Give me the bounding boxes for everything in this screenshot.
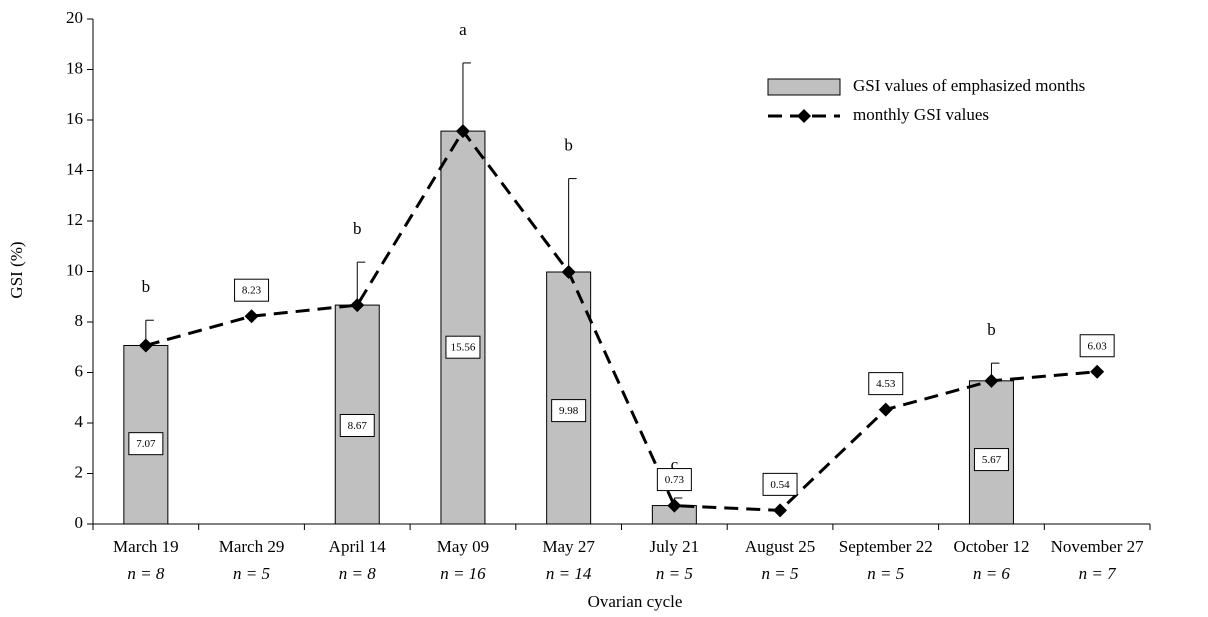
n-label: n = 5 bbox=[762, 564, 799, 583]
marker bbox=[878, 402, 893, 417]
value-label: 8.67 bbox=[348, 420, 368, 432]
x-tick-label: September 22 bbox=[839, 537, 933, 556]
marker bbox=[667, 498, 682, 513]
legend-label: GSI values of emphasized months bbox=[853, 76, 1085, 95]
x-tick-label: March 19 bbox=[113, 537, 179, 556]
n-label: n = 8 bbox=[127, 564, 164, 583]
y-tick-label: 14 bbox=[66, 159, 84, 178]
n-label: n = 5 bbox=[656, 564, 693, 583]
n-label: n = 5 bbox=[867, 564, 904, 583]
value-label-box bbox=[656, 468, 692, 492]
n-label: n = 14 bbox=[546, 564, 592, 583]
y-tick-label: 4 bbox=[75, 412, 84, 431]
n-label: n = 6 bbox=[973, 564, 1010, 583]
marker bbox=[984, 373, 999, 388]
x-tick-label: March 29 bbox=[219, 537, 285, 556]
marker bbox=[561, 265, 576, 280]
significance-letter: c bbox=[671, 455, 679, 474]
marker bbox=[1090, 364, 1105, 379]
value-label-box bbox=[868, 372, 904, 396]
x-tick-label: October 12 bbox=[953, 537, 1029, 556]
x-tick-label: May 27 bbox=[542, 537, 595, 556]
y-tick-label: 16 bbox=[66, 109, 83, 128]
significance-letter: b bbox=[353, 219, 362, 238]
value-label-box bbox=[762, 472, 798, 496]
significance-letter: a bbox=[459, 20, 467, 39]
x-tick-label: August 25 bbox=[745, 537, 815, 556]
marker bbox=[455, 124, 470, 139]
n-label: n = 7 bbox=[1079, 564, 1117, 583]
y-tick-label: 2 bbox=[75, 462, 84, 481]
y-tick-label: 10 bbox=[66, 260, 83, 279]
legend-label: monthly GSI values bbox=[853, 105, 989, 124]
marker bbox=[244, 309, 259, 324]
y-tick-label: 8 bbox=[75, 311, 84, 330]
significance-letter: b bbox=[564, 135, 573, 154]
legend-marker bbox=[797, 109, 811, 123]
y-tick-label: 6 bbox=[75, 361, 84, 380]
value-label-box bbox=[551, 399, 587, 423]
value-label: 0.54 bbox=[770, 479, 790, 491]
legend-swatch bbox=[767, 78, 841, 96]
marker bbox=[350, 298, 365, 313]
x-tick-label: November 27 bbox=[1051, 537, 1145, 556]
line bbox=[145, 128, 1098, 512]
marker bbox=[773, 503, 788, 518]
n-label: n = 5 bbox=[233, 564, 270, 583]
significance-letter: b bbox=[142, 277, 151, 296]
value-label: 15.56 bbox=[451, 342, 476, 354]
x-tick-label: April 14 bbox=[329, 537, 387, 556]
y-tick-label: 20 bbox=[66, 8, 83, 27]
value-label: 8.23 bbox=[242, 285, 262, 297]
value-label: 5.67 bbox=[982, 454, 1002, 466]
significance-letter: b bbox=[987, 320, 996, 339]
value-label-box bbox=[128, 432, 164, 456]
value-label-box bbox=[445, 335, 481, 359]
value-label-box bbox=[973, 448, 1009, 472]
value-label: 9.98 bbox=[559, 405, 579, 417]
x-axis-label: Ovarian cycle bbox=[588, 592, 683, 611]
value-label: 7.07 bbox=[136, 438, 156, 450]
value-label-box bbox=[339, 413, 375, 437]
x-tick-label: May 09 bbox=[437, 537, 489, 556]
y-tick-label: 18 bbox=[66, 58, 83, 77]
bar bbox=[546, 271, 592, 525]
x-tick-label: July 21 bbox=[650, 537, 700, 556]
y-tick-label: 12 bbox=[66, 210, 83, 229]
value-label: 6.03 bbox=[1088, 340, 1108, 352]
value-label: 0.73 bbox=[665, 474, 685, 486]
value-label: 4.53 bbox=[876, 378, 896, 390]
bar bbox=[440, 130, 486, 525]
y-tick-label: 0 bbox=[75, 513, 84, 532]
n-label: n = 16 bbox=[440, 564, 486, 583]
y-axis-label: GSI (%) bbox=[7, 241, 26, 298]
value-label-box bbox=[234, 278, 270, 302]
n-label: n = 8 bbox=[339, 564, 376, 583]
marker bbox=[138, 338, 153, 353]
value-label-box bbox=[1079, 334, 1115, 358]
